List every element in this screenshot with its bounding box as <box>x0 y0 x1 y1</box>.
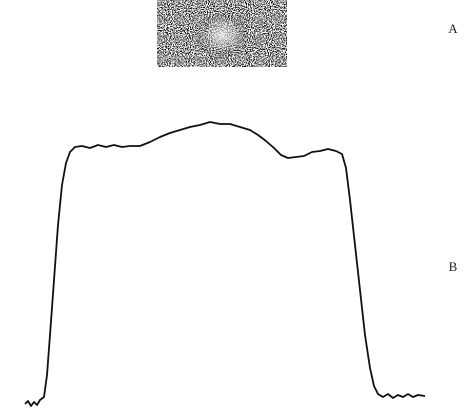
panel-label: A <box>448 21 458 36</box>
noisy-image <box>157 0 287 67</box>
profile-trace <box>25 122 425 406</box>
image-spot <box>194 11 250 59</box>
figure: A B <box>0 0 465 411</box>
panel-label: B <box>449 259 458 274</box>
